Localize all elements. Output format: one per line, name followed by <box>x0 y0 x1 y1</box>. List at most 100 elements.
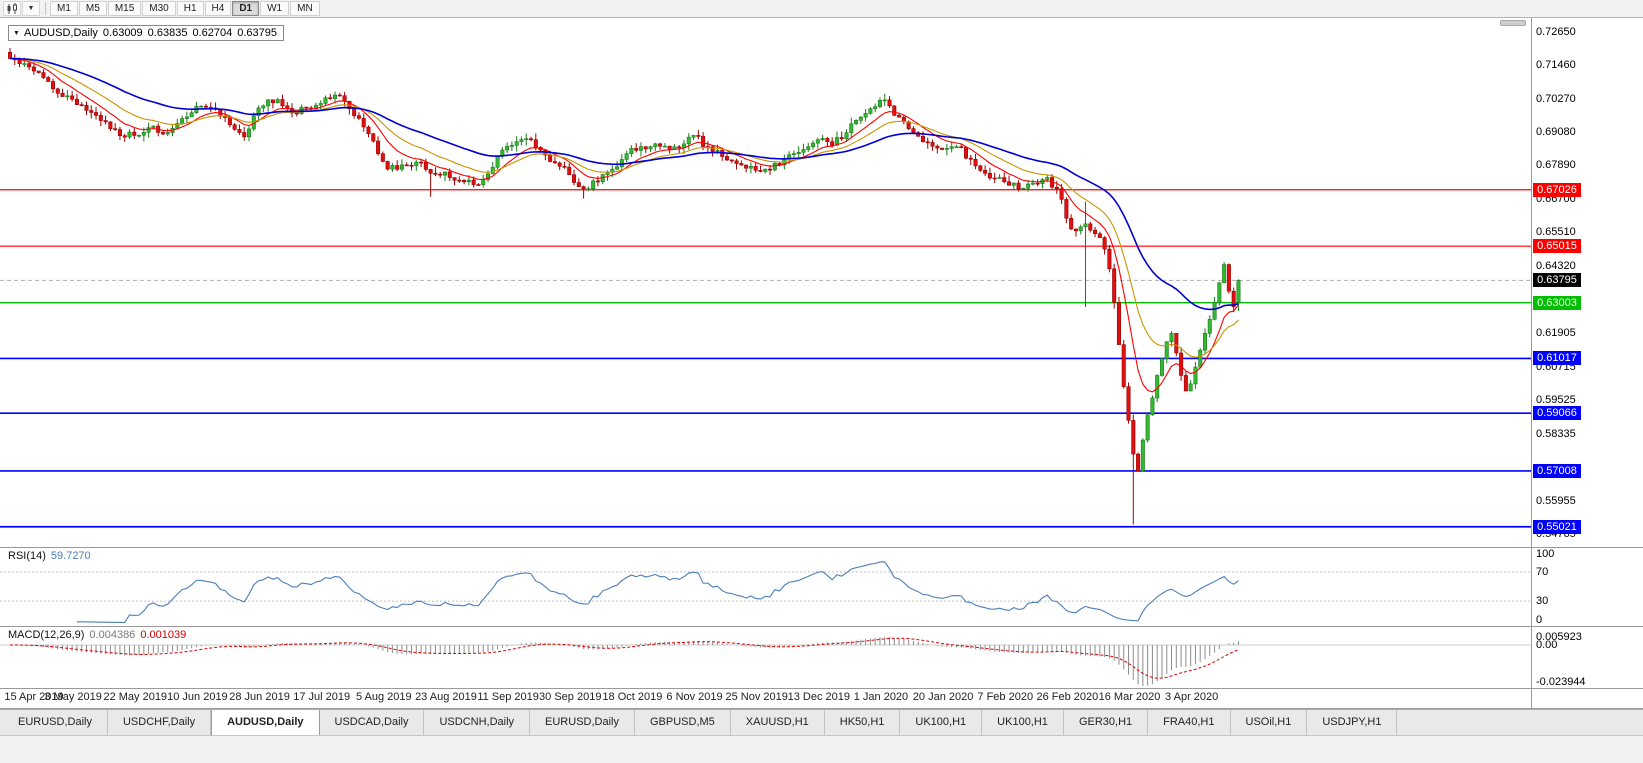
date-label: 13 Dec 2019 <box>787 691 850 703</box>
price-tick-label: 0.67890 <box>1536 159 1576 172</box>
tab-ger30-h1[interactable]: GER30,H1 <box>1064 710 1149 735</box>
date-label: 28 Jun 2019 <box>229 691 290 703</box>
tab-gbpusd-m5[interactable]: GBPUSD,M5 <box>635 710 731 735</box>
caret-down-icon: ▼ <box>27 5 35 12</box>
rsi-axis-label: 0 <box>1536 614 1543 626</box>
price-tag-0.59066: 0.59066 <box>1533 406 1581 421</box>
date-label: 17 Jul 2019 <box>293 691 351 703</box>
toolbar-separator <box>45 2 46 15</box>
date-label: 10 Jun 2019 <box>167 691 228 703</box>
timeframe-mn[interactable]: MN <box>290 1 320 16</box>
ohlc-open: 0.63009 <box>102 27 143 39</box>
tab-hk50-h1[interactable]: HK50,H1 <box>825 710 901 735</box>
one-click-trading-caret-icon[interactable]: ▼ <box>13 30 20 37</box>
timeframe-m15[interactable]: M15 <box>107 1 142 16</box>
tab-uk100-h1[interactable]: UK100,H1 <box>982 710 1064 735</box>
candlestick-chart-icon <box>7 2 17 14</box>
rsi-label: RSI(14) 59.7270 <box>8 550 91 562</box>
tab-usdjpy-h1[interactable]: USDJPY,H1 <box>1307 710 1398 735</box>
date-label: 26 Feb 2020 <box>1036 691 1099 703</box>
tab-eurusd-daily[interactable]: EURUSD,Daily <box>3 710 108 735</box>
timeframe-w1[interactable]: W1 <box>260 1 290 16</box>
price-tick-label: 0.61905 <box>1536 327 1576 340</box>
moving-average-40-line <box>9 57 1239 311</box>
date-label: 15 Apr 2019 <box>4 691 64 703</box>
price-tick-label: 0.72650 <box>1536 25 1576 38</box>
rsi-indicator-value: 59.7270 <box>50 550 91 562</box>
top-toolbar: ▼ M1 M5 M15 M30 H1 H4 D1 W1 MN <box>0 0 1643 18</box>
date-label: 20 Jan 2020 <box>912 691 974 703</box>
timeframe-m30[interactable]: M30 <box>142 1 176 16</box>
chart-type-button[interactable] <box>3 1 21 16</box>
price-tick-label: 0.58335 <box>1536 427 1576 440</box>
tab-usdchf-daily[interactable]: USDCHF,Daily <box>108 710 212 735</box>
macd-axis-min-label: -0.023944 <box>1536 676 1586 688</box>
price-tag-0.61017: 0.61017 <box>1533 351 1581 366</box>
macd-signal-value: 0.001039 <box>140 629 187 641</box>
date-label: 1 Jan 2020 <box>853 691 909 703</box>
ohlc-high: 0.63835 <box>147 27 188 39</box>
date-label: 3 Apr 2020 <box>1165 691 1219 703</box>
macd-signal-line <box>9 637 1239 679</box>
macd-indicator-name: MACD(12,26,9) <box>8 629 85 641</box>
ohlc-close: 0.63795 <box>237 27 277 39</box>
rsi-indicator-pane[interactable] <box>0 547 1531 626</box>
window-bottom-border <box>0 708 1643 709</box>
timeframe-m1[interactable]: M1 <box>50 1 78 16</box>
tab-eurusd-daily[interactable]: EURUSD,Daily <box>530 710 635 735</box>
price-tag-0.57008: 0.57008 <box>1533 463 1581 478</box>
rsi-axis-label: 30 <box>1536 595 1549 608</box>
price-chart-pane[interactable] <box>0 18 1531 547</box>
macd-indicator-pane[interactable] <box>0 626 1531 688</box>
chart-symbol-title: AUDUSD,Daily <box>23 27 98 39</box>
chart-bottom-border <box>0 688 1643 689</box>
timeframe-h4[interactable]: H4 <box>204 1 232 16</box>
pane-separator-macd[interactable] <box>0 626 1643 627</box>
price-tick-label: 0.64320 <box>1536 259 1576 272</box>
date-label: 7 Feb 2020 <box>977 691 1034 703</box>
price-tick-label: 0.59525 <box>1536 394 1576 407</box>
price-scale-border <box>1531 18 1532 708</box>
tab-xauusd-h1[interactable]: XAUUSD,H1 <box>731 710 825 735</box>
rsi-line <box>76 561 1239 623</box>
tab-usdcnh-daily[interactable]: USDCNH,Daily <box>424 710 531 735</box>
timeframe-h1[interactable]: H1 <box>176 1 204 16</box>
pane-separator-rsi[interactable] <box>0 547 1643 548</box>
timeframe-m5[interactable]: M5 <box>78 1 107 16</box>
price-tag-0.55021: 0.55021 <box>1533 519 1581 534</box>
macd-axis-max-label: 0.005923 <box>1536 630 1582 643</box>
price-tag-0.67026: 0.67026 <box>1533 182 1581 197</box>
moving-average-18-line <box>9 57 1239 358</box>
candles-layer <box>8 48 1241 525</box>
date-label: 16 Mar 2020 <box>1098 691 1161 703</box>
price-tick-label: 0.69080 <box>1536 126 1576 139</box>
current-price-tag: 0.63795 <box>1533 273 1581 288</box>
rsi-axis-label: 70 <box>1536 565 1549 578</box>
ohlc-low: 0.62704 <box>192 27 233 39</box>
tab-audusd-daily[interactable]: AUDUSD,Daily <box>211 710 320 735</box>
date-label: 11 Sep 2019 <box>477 691 539 703</box>
tab-usdcad-daily[interactable]: USDCAD,Daily <box>320 710 425 735</box>
date-label: 3 May 2019 <box>44 691 102 703</box>
tab-fra40-h1[interactable]: FRA40,H1 <box>1148 710 1231 735</box>
h-scrollbar-thumb[interactable] <box>1500 20 1526 26</box>
chart-title-box: ▼ AUDUSD,Daily 0.63009 0.63835 0.62704 0.6379… <box>8 25 284 41</box>
tab-usoil-h1[interactable]: USOil,H1 <box>1231 710 1308 735</box>
chart-dropdown-button[interactable]: ▼ <box>22 1 40 16</box>
date-label: 23 Aug 2019 <box>415 691 477 703</box>
macd-histogram <box>14 636 1239 686</box>
price-tick-label: 0.70270 <box>1536 92 1576 105</box>
date-label: 18 Oct 2019 <box>602 691 663 703</box>
price-tick-label: 0.65510 <box>1536 226 1576 239</box>
macd-main-value: 0.004386 <box>89 629 136 641</box>
price-tag-0.63003: 0.63003 <box>1533 295 1581 310</box>
date-label: 5 Aug 2019 <box>355 691 412 703</box>
date-label: 25 Nov 2019 <box>725 691 788 703</box>
price-tick-label: 0.55955 <box>1536 494 1576 507</box>
timeframe-d1[interactable]: D1 <box>232 1 260 16</box>
date-label: 30 Sep 2019 <box>539 691 602 703</box>
macd-label: MACD(12,26,9) 0.004386 0.001039 <box>8 629 186 641</box>
tab-bar: EURUSD,Daily USDCHF,Daily AUDUSD,Daily USDC… <box>0 709 1643 736</box>
tab-uk100-h1[interactable]: UK100,H1 <box>900 710 983 735</box>
